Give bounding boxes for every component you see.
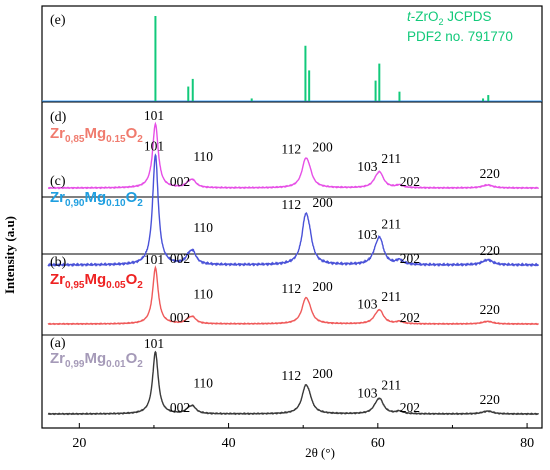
formula-subscript: 2 [137, 359, 143, 370]
formula-d: Zr0,85Mg0.15O2 [50, 125, 143, 145]
panel-label-b: (b) [50, 255, 67, 270]
miller-label-200: 200 [312, 139, 333, 154]
miller-label-101: 101 [144, 336, 164, 351]
formula-subscript: 0,99 [65, 359, 85, 370]
miller-label-220: 220 [480, 166, 501, 181]
miller-label-002: 002 [170, 310, 190, 325]
formula-subscript: 0.15 [106, 134, 126, 145]
miller-label-202: 202 [400, 310, 420, 325]
miller-label-101: 101 [144, 139, 164, 154]
reference-title: t-ZrO2 JCPDS [407, 9, 492, 27]
formula-a: Zr0,99Mg0.01O2 [50, 350, 143, 370]
panel-label-c: (c) [50, 174, 66, 189]
formula-subscript: 0,85 [65, 134, 85, 145]
miller-label-110: 110 [193, 149, 213, 164]
axes: 20 40 60 80 [41, 5, 543, 451]
formula-subscript: 0.05 [106, 280, 126, 291]
formula-element: Zr [50, 350, 65, 367]
miller-label-110: 110 [193, 220, 213, 235]
miller-label-202: 202 [400, 174, 420, 189]
miller-label-101: 101 [144, 252, 164, 267]
miller-label-002: 002 [170, 251, 190, 266]
formula-subscript: 0.01 [106, 359, 126, 370]
trace-c [47, 153, 540, 268]
formula-element: Mg [84, 189, 106, 206]
miller-label-112: 112 [281, 141, 301, 156]
x-tick-label-20: 20 [72, 436, 86, 451]
formula-element: Zr [50, 271, 65, 288]
miller-label-200: 200 [312, 366, 333, 381]
formula-subscript: 2 [137, 198, 143, 209]
miller-label-103: 103 [357, 297, 378, 312]
reference-title-italic: t [407, 9, 412, 24]
formula-element: Zr [50, 189, 65, 206]
panel-label-d: (d) [50, 110, 67, 125]
miller-label-220: 220 [480, 302, 501, 317]
formula-b: Zr0,95Mg0.05O2 [50, 271, 143, 291]
reference-title-tail: JCPDS [444, 9, 492, 24]
reference-title-sub: 2 [439, 17, 444, 27]
miller-label-211: 211 [381, 216, 401, 231]
plot-frame [41, 5, 543, 429]
miller-label-103: 103 [357, 227, 378, 242]
miller-label-110: 110 [193, 286, 213, 301]
formula-element: Mg [84, 125, 106, 142]
x-tick-label-40: 40 [222, 436, 236, 451]
formula-subscript: 0,90 [65, 198, 85, 209]
miller-label-220: 220 [480, 243, 501, 258]
formula-element: O [126, 271, 138, 288]
miller-label-211: 211 [381, 289, 401, 304]
formula-element: O [126, 350, 138, 367]
formula-element: Zr [50, 125, 65, 142]
miller-label-103: 103 [357, 386, 378, 401]
miller-label-211: 211 [381, 151, 401, 166]
trace-a [47, 350, 539, 416]
trace-b [47, 265, 539, 326]
miller-label-101: 101 [144, 108, 164, 123]
formula-subscript: 0.10 [106, 198, 126, 209]
reference-panel-label: (e) [50, 13, 66, 28]
formula-element: O [126, 125, 138, 142]
miller-label-112: 112 [281, 368, 301, 383]
trace-d [47, 121, 539, 190]
miller-label-200: 200 [312, 195, 333, 210]
formula-subscript: 2 [137, 134, 143, 145]
miller-label-110: 110 [193, 376, 213, 391]
y-axis-label: Intensity (a.u) [2, 216, 17, 294]
x-tick-label-60: 60 [371, 436, 385, 451]
reference-panel: (e) t-ZrO2 JCPDS PDF2 no. 791770 [42, 9, 542, 102]
x-tick-label-80: 80 [520, 436, 534, 451]
miller-label-112: 112 [281, 281, 301, 296]
formula-c: Zr0,90Mg0.10O2 [50, 189, 143, 209]
miller-label-200: 200 [312, 279, 333, 294]
formula-element: Mg [84, 350, 106, 367]
miller-label-103: 103 [357, 159, 378, 174]
formula-subscript: 2 [137, 280, 143, 291]
miller-label-112: 112 [281, 197, 301, 212]
formula-element: O [126, 189, 138, 206]
xrd-traces [47, 121, 540, 416]
formula-element: Mg [84, 271, 106, 288]
panel-label-a: (a) [50, 336, 66, 351]
miller-label-220: 220 [480, 392, 501, 407]
miller-label-002: 002 [170, 400, 190, 415]
miller-label-202: 202 [400, 400, 420, 415]
formula-subscript: 0,95 [65, 280, 85, 291]
reference-title-name: -ZrO [411, 9, 439, 24]
miller-label-202: 202 [400, 251, 420, 266]
x-axis-label: 2θ (°) [305, 445, 335, 460]
reference-title-line2: PDF2 no. 791770 [407, 29, 513, 44]
miller-label-211: 211 [381, 377, 401, 392]
miller-label-002: 002 [170, 174, 190, 189]
